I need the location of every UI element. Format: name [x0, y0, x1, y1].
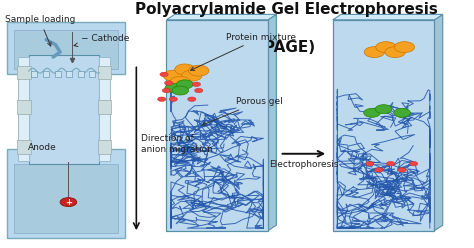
Circle shape	[172, 86, 189, 95]
Circle shape	[398, 168, 406, 172]
Text: Sample loading: Sample loading	[5, 15, 75, 46]
Circle shape	[194, 88, 203, 93]
Circle shape	[182, 70, 202, 81]
Circle shape	[386, 161, 395, 166]
Circle shape	[160, 72, 168, 77]
Circle shape	[169, 97, 177, 101]
FancyBboxPatch shape	[43, 71, 49, 77]
FancyBboxPatch shape	[31, 71, 37, 77]
Text: +: +	[65, 198, 72, 207]
Circle shape	[170, 76, 191, 87]
FancyBboxPatch shape	[100, 57, 109, 161]
FancyBboxPatch shape	[66, 71, 72, 77]
Circle shape	[162, 88, 171, 93]
Circle shape	[164, 81, 173, 85]
FancyBboxPatch shape	[28, 55, 100, 164]
FancyBboxPatch shape	[98, 100, 111, 114]
FancyBboxPatch shape	[333, 20, 435, 231]
Text: Porous gel: Porous gel	[202, 97, 283, 125]
FancyBboxPatch shape	[7, 149, 125, 238]
Circle shape	[364, 108, 380, 117]
FancyBboxPatch shape	[17, 140, 30, 154]
FancyBboxPatch shape	[18, 57, 28, 161]
FancyBboxPatch shape	[55, 71, 61, 77]
Circle shape	[176, 80, 193, 89]
Text: Polyacrylamide Gel Electrophoresis: Polyacrylamide Gel Electrophoresis	[135, 2, 438, 17]
Circle shape	[157, 97, 166, 101]
Circle shape	[192, 82, 201, 87]
Text: − Cathode: − Cathode	[74, 34, 129, 47]
FancyBboxPatch shape	[98, 140, 111, 154]
FancyBboxPatch shape	[14, 164, 118, 233]
Circle shape	[60, 198, 77, 207]
Circle shape	[163, 70, 183, 81]
Polygon shape	[333, 14, 443, 20]
Polygon shape	[166, 14, 276, 20]
Circle shape	[385, 47, 405, 58]
Circle shape	[188, 97, 196, 101]
FancyBboxPatch shape	[98, 66, 111, 79]
FancyBboxPatch shape	[17, 100, 30, 114]
Circle shape	[175, 64, 195, 75]
Circle shape	[410, 161, 418, 166]
Circle shape	[165, 84, 182, 93]
FancyBboxPatch shape	[78, 71, 83, 77]
Text: (PAGE): (PAGE)	[257, 40, 316, 55]
Circle shape	[375, 168, 383, 172]
Circle shape	[365, 161, 374, 166]
Text: Electrophoresis: Electrophoresis	[269, 160, 339, 169]
Text: Anode: Anode	[28, 143, 56, 152]
FancyBboxPatch shape	[89, 71, 95, 77]
Circle shape	[394, 42, 415, 53]
Circle shape	[394, 108, 410, 117]
Polygon shape	[268, 14, 276, 231]
Circle shape	[375, 105, 392, 114]
Circle shape	[376, 42, 396, 53]
Polygon shape	[435, 14, 443, 231]
FancyBboxPatch shape	[166, 20, 268, 231]
FancyBboxPatch shape	[14, 30, 118, 69]
Text: Direction of
anion migration: Direction of anion migration	[141, 134, 213, 154]
FancyBboxPatch shape	[7, 22, 125, 74]
Text: Protein mixture: Protein mixture	[191, 33, 296, 70]
FancyBboxPatch shape	[17, 66, 30, 79]
Circle shape	[364, 47, 384, 58]
Circle shape	[189, 65, 209, 76]
